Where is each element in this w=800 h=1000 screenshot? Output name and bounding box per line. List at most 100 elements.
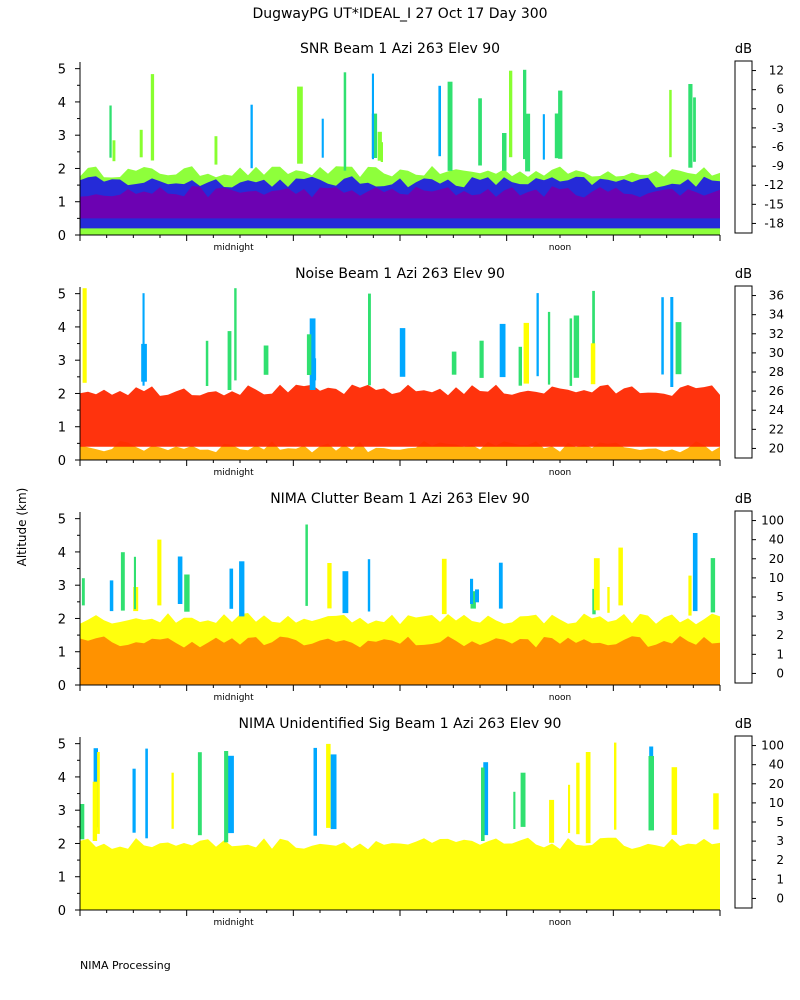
colorbar-unit: dB — [735, 267, 752, 282]
data-streak — [205, 340, 209, 386]
colorbar-label: 1 — [776, 647, 784, 661]
data-streak — [330, 754, 337, 830]
colorbar-label: 34 — [769, 308, 784, 322]
data-streak — [569, 318, 573, 386]
colorbar-label: 36 — [769, 289, 784, 303]
data-streak — [441, 558, 447, 615]
data-streak — [573, 315, 580, 378]
data-streak — [470, 578, 474, 604]
data-streak — [509, 70, 513, 158]
data-streak — [321, 118, 324, 158]
data-streak — [671, 767, 678, 835]
data-streak — [670, 297, 674, 387]
colorbar-label: 32 — [769, 327, 784, 341]
data-streak — [224, 751, 229, 843]
data-streak — [499, 323, 506, 378]
x-tick-label-midnight: midnight — [214, 918, 255, 928]
data-streak — [234, 288, 237, 381]
data-streak — [145, 748, 148, 839]
data-layer — [80, 636, 720, 685]
colorbar-unit: dB — [735, 42, 752, 57]
data-streak — [585, 752, 591, 844]
data-layer — [80, 186, 720, 219]
data-streak — [554, 113, 560, 159]
panel-2: Noise Beam 1 Azi 263 Elev 90012345midnig… — [58, 266, 784, 478]
panel-title: Noise Beam 1 Azi 263 Elev 90 — [295, 266, 505, 282]
y-tick-label: 3 — [58, 354, 66, 369]
data-streak — [525, 113, 531, 172]
data-streak — [590, 343, 596, 385]
data-streak — [576, 762, 580, 835]
data-streak — [542, 114, 545, 160]
data-streak — [710, 558, 716, 613]
colorbar-label: 20 — [769, 552, 784, 566]
colorbar-label: 0 — [776, 102, 784, 116]
data-streak — [451, 351, 457, 375]
colorbar-label: 3 — [776, 609, 784, 623]
colorbar-label: 0 — [776, 666, 784, 680]
colorbar-label: 0 — [776, 891, 784, 905]
colorbar-label: -9 — [772, 159, 784, 173]
colorbar-label: 12 — [769, 64, 784, 78]
data-streak — [97, 752, 100, 834]
data-streak — [133, 556, 136, 610]
x-tick-label-midnight: midnight — [214, 468, 255, 478]
data-streak — [228, 755, 234, 834]
x-tick-label-noon: noon — [549, 243, 571, 253]
colorbar-label: -15 — [764, 197, 784, 211]
y-tick-label: 1 — [58, 421, 66, 436]
colorbar-label: 20 — [769, 441, 784, 455]
data-streak — [481, 767, 485, 841]
data-streak — [142, 293, 145, 386]
y-tick-label: 2 — [58, 162, 66, 177]
y-tick-label: 4 — [58, 96, 66, 111]
data-streak — [713, 793, 719, 830]
data-streak — [132, 768, 136, 833]
data-streak — [518, 346, 522, 386]
data-streak — [371, 113, 378, 158]
data-streak — [502, 133, 507, 171]
data-streak — [367, 559, 371, 612]
data-streak — [239, 561, 245, 617]
panel-3: NIMA Clutter Beam 1 Azi 263 Elev 90 0 1 2 3 4… — [58, 491, 784, 703]
data-streak — [82, 288, 87, 383]
data-streak — [297, 86, 303, 164]
data-streak — [250, 104, 253, 169]
data-streak — [313, 358, 317, 381]
y-tick-label: 5 — [58, 63, 66, 78]
data-streak — [229, 568, 234, 609]
colorbar-label: 20 — [769, 777, 784, 791]
data-streak — [688, 575, 692, 616]
data-layer — [80, 384, 720, 447]
x-tick-label-noon: noon — [549, 468, 571, 478]
colorbar-frame — [734, 60, 753, 234]
data-streak — [112, 140, 116, 162]
data-streak — [371, 73, 374, 160]
colorbar-label: 2 — [776, 853, 784, 867]
data-streak — [326, 743, 331, 828]
y-tick-label: 5 — [58, 738, 66, 753]
data-streak — [523, 69, 527, 160]
y-tick-label: 3 — [58, 129, 66, 144]
y-tick-label: 1 — [58, 871, 66, 886]
colorbar-label: 26 — [769, 384, 784, 398]
data-streak — [343, 72, 347, 171]
data-streak — [109, 580, 114, 612]
colorbar-label: 24 — [769, 403, 784, 417]
y-tick-label: 1 — [58, 196, 66, 211]
data-streak — [447, 81, 453, 171]
data-streak — [377, 131, 382, 161]
colorbar-label: 6 — [776, 83, 784, 97]
y-tick-label: 2 — [58, 612, 66, 627]
data-streak — [470, 591, 476, 609]
panel-title: NIMA Unidentified Sig Beam 1 Azi 263 Ele… — [239, 716, 562, 732]
y-tick-label: 3 — [58, 804, 66, 819]
data-streak — [157, 539, 162, 606]
panel-4: NIMA Unidentified Sig Beam 1 Azi 263 Ele… — [58, 716, 784, 928]
data-streak — [306, 334, 312, 375]
y-tick-label: 4 — [58, 546, 66, 561]
y-tick-label: 4 — [58, 321, 66, 336]
data-streak — [513, 791, 516, 829]
data-streak — [618, 547, 623, 606]
y-tick-label: 0 — [58, 454, 66, 469]
